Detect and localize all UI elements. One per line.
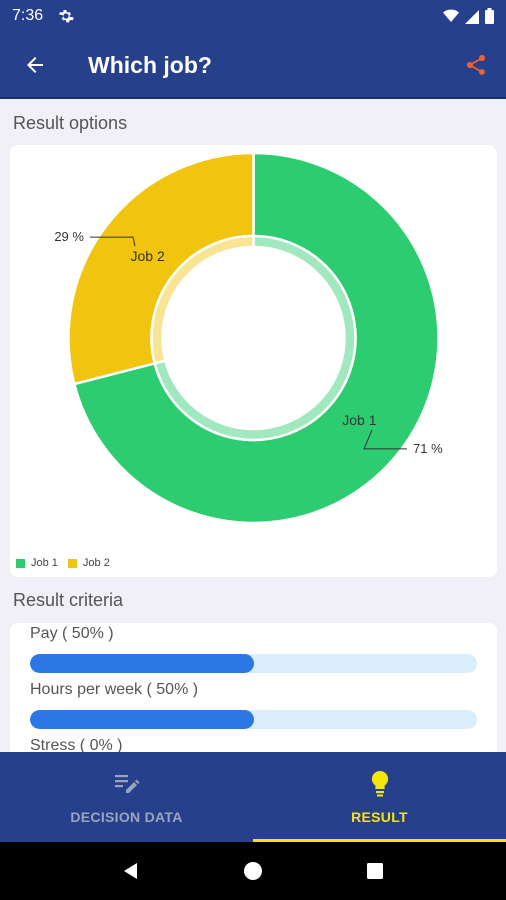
lightbulb-icon bbox=[369, 769, 391, 799]
legend-swatch-job-2 bbox=[67, 558, 77, 568]
tab-label: RESULT bbox=[351, 809, 408, 825]
app-bar: Which job? bbox=[0, 32, 506, 98]
criterion-pay: Pay ( 50% ) bbox=[30, 625, 477, 673]
result-options-card: Job 1 71 % Job 2 29 % Job 1 Job 2 bbox=[10, 145, 497, 577]
circle-home-icon bbox=[244, 862, 262, 880]
signal-icon bbox=[465, 10, 479, 24]
tab-label: DECISION DATA bbox=[70, 809, 183, 825]
tab-result[interactable]: RESULT bbox=[253, 752, 506, 842]
criterion-stress: Stress ( 0% ) bbox=[30, 737, 477, 755]
criterion-bar-fill bbox=[30, 710, 254, 729]
slice-value-label-job-2: 29 % bbox=[54, 229, 84, 244]
battery-icon bbox=[485, 8, 494, 24]
criterion-bar-fill bbox=[30, 654, 254, 673]
slice-label-job-2: Job 2 bbox=[130, 248, 164, 264]
bottom-navigation: DECISION DATA RESULT bbox=[0, 752, 506, 842]
share-icon bbox=[467, 55, 485, 75]
triangle-back-icon bbox=[124, 863, 137, 879]
legend-label-job-2: Job 2 bbox=[82, 557, 110, 569]
chart-legend: Job 1 Job 2 bbox=[16, 557, 110, 569]
result-criteria-heading: Result criteria bbox=[13, 590, 124, 610]
criterion-label: Hours per week ( 50% ) bbox=[30, 681, 199, 698]
app-bar-divider bbox=[0, 97, 506, 99]
system-navigation-bar bbox=[0, 842, 506, 900]
slice-label-job-1: Job 1 bbox=[342, 412, 376, 428]
donut-chart: Job 1 71 % Job 2 29 % bbox=[54, 151, 443, 525]
tab-decision-data[interactable]: DECISION DATA bbox=[0, 752, 253, 842]
slice-inner-job-2 bbox=[150, 234, 255, 365]
status-icons bbox=[443, 8, 494, 24]
legend-item-job-1: Job 1 bbox=[16, 557, 58, 569]
result-criteria-card: Pay ( 50% ) Hours per week ( 50% ) Stres… bbox=[10, 623, 497, 758]
arrow-back-icon bbox=[27, 57, 43, 73]
criterion-hours-per-week: Hours per week ( 50% ) bbox=[30, 681, 477, 729]
criterion-bar-track bbox=[30, 710, 477, 729]
system-recents-button[interactable] bbox=[355, 851, 395, 891]
wifi-icon bbox=[443, 9, 459, 22]
criterion-bar-track bbox=[30, 654, 477, 673]
system-home-button[interactable] bbox=[233, 851, 273, 891]
slice-value-label-job-1: 71 % bbox=[413, 441, 443, 456]
active-tab-indicator bbox=[253, 839, 506, 842]
slice-leader-line-job-2 bbox=[89, 236, 136, 247]
criterion-label: Stress ( 0% ) bbox=[30, 737, 123, 754]
settings-gear-icon bbox=[59, 10, 75, 23]
system-back-button[interactable] bbox=[111, 851, 151, 891]
result-options-heading: Result options bbox=[13, 113, 128, 133]
page-title: Which job? bbox=[88, 51, 212, 78]
edit-list-icon bbox=[114, 769, 140, 799]
legend-label-job-1: Job 1 bbox=[31, 557, 58, 569]
legend-swatch-job-1 bbox=[16, 558, 25, 568]
criterion-label: Pay ( 50% ) bbox=[30, 625, 114, 642]
status-bar: 7:36 bbox=[0, 0, 506, 32]
slice-leader-line-job-1 bbox=[363, 429, 408, 450]
status-time: 7:36 bbox=[12, 7, 44, 24]
legend-item-job-2: Job 2 bbox=[67, 557, 110, 569]
slice-job-2[interactable] bbox=[67, 151, 255, 386]
square-recents-icon bbox=[367, 863, 383, 879]
share-button[interactable] bbox=[446, 32, 506, 98]
back-button[interactable] bbox=[0, 32, 70, 98]
